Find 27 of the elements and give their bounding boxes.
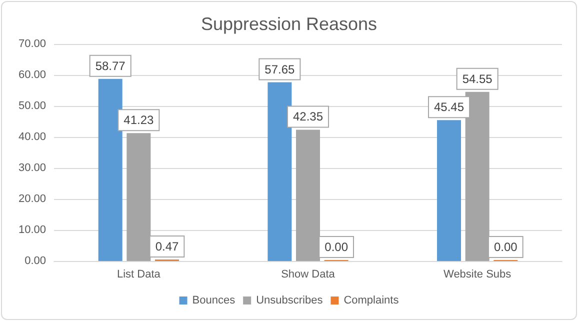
bar xyxy=(98,78,122,261)
y-tick-label: 50.00 xyxy=(18,100,46,112)
legend-label: Bounces xyxy=(192,294,236,306)
y-tick-label: 60.00 xyxy=(18,69,46,81)
y-tick-label: 30.00 xyxy=(18,162,46,174)
x-tick-label: Website Subs xyxy=(443,268,512,280)
data-label: 57.65 xyxy=(264,62,296,76)
y-tick-label: 40.00 xyxy=(18,131,46,143)
y-tick-label: 10.00 xyxy=(18,224,46,236)
y-tick-label: 20.00 xyxy=(18,193,46,205)
bar xyxy=(268,82,292,261)
data-label: 0.00 xyxy=(324,240,348,254)
data-label: 0.47 xyxy=(155,240,179,254)
chart-title: Suppression Reasons xyxy=(200,14,378,34)
x-tick-label: Show Data xyxy=(281,268,336,280)
legend-label: Unsubscribes xyxy=(256,294,324,306)
data-label: 45.45 xyxy=(434,100,464,114)
data-label: 58.77 xyxy=(95,58,126,73)
bar xyxy=(437,120,462,261)
x-tick-label: List Data xyxy=(116,268,162,280)
y-tick-label: 70.00 xyxy=(18,38,46,50)
data-label: 41.23 xyxy=(124,113,154,128)
data-label: 54.55 xyxy=(462,72,493,86)
data-label: 42.35 xyxy=(292,110,324,124)
y-tick-label: 0.00 xyxy=(24,255,46,267)
data-label: 0.00 xyxy=(494,240,518,254)
legend-label: Complaints xyxy=(344,294,400,306)
